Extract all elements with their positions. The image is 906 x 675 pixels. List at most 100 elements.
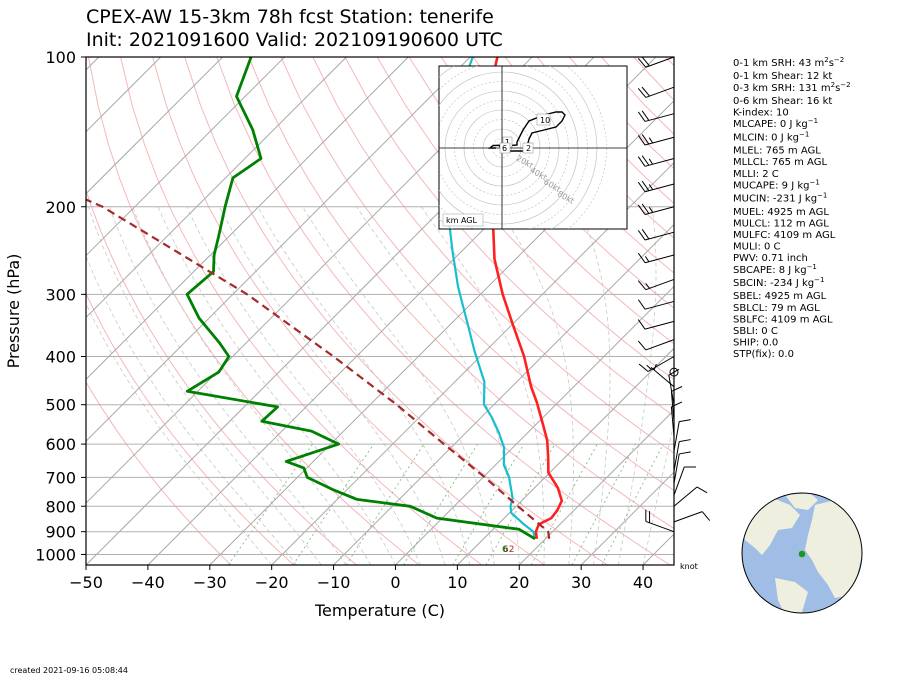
index-10: MUCAPE: 9 J kg−1 xyxy=(733,178,820,191)
index-4: K-index: 10 xyxy=(733,108,789,119)
dry-adiabat xyxy=(858,57,906,565)
x-axis-label: Temperature (C) xyxy=(314,601,445,620)
barb-full-flag xyxy=(637,204,646,215)
moist-adiabat xyxy=(157,206,396,565)
index-19: SBEL: 4925 m AGL xyxy=(733,291,827,302)
wind-barb xyxy=(673,439,691,472)
wind-barb xyxy=(637,229,675,241)
barb-staff xyxy=(645,278,675,291)
isotherm xyxy=(86,57,285,257)
barb-staff xyxy=(673,441,680,472)
series-parcel xyxy=(86,198,551,539)
wind-barb xyxy=(670,386,683,422)
isotherm xyxy=(395,285,674,565)
isotherm xyxy=(86,57,409,381)
dry-adiabat xyxy=(120,57,483,565)
barb-staff xyxy=(644,254,675,264)
plot-frame xyxy=(85,56,675,566)
index-13: MULCL: 112 m AGL xyxy=(733,218,829,229)
barb-staff xyxy=(670,391,675,422)
barb-full-flag xyxy=(641,56,650,67)
barb-staff xyxy=(644,231,675,241)
dry-adiabat xyxy=(472,57,674,274)
barb-staff xyxy=(673,486,698,507)
moist-adiabat xyxy=(420,206,545,565)
barb-units-label: knot xyxy=(680,562,698,571)
wind-barb xyxy=(673,419,691,452)
mixing-ratio-line xyxy=(452,443,525,565)
moist-adiabat xyxy=(87,206,322,565)
x-tick-label: −50 xyxy=(69,573,103,592)
index-18: SBCIN: -234 J kg−1 xyxy=(733,276,824,289)
barb-staff xyxy=(673,511,703,523)
barb-staff xyxy=(673,466,685,496)
series-dewpoint xyxy=(185,57,536,541)
km-label-6: 6 xyxy=(502,144,507,153)
y-tick-label: 100 xyxy=(45,48,76,67)
moist-adiabat xyxy=(302,206,495,565)
wind-barb xyxy=(637,155,675,167)
barb-half-flag xyxy=(645,283,650,289)
dry-adiabat xyxy=(86,188,357,565)
wind-barb xyxy=(637,252,675,264)
barb-full-flag xyxy=(637,299,646,310)
isotherm xyxy=(333,223,674,565)
created-timestamp: created 2021-09-16 05:08:44 xyxy=(10,666,128,675)
moist-adiabat xyxy=(257,206,471,565)
wind-barb xyxy=(673,511,711,523)
isotherm xyxy=(518,409,674,565)
y-tick-label: 800 xyxy=(45,497,76,516)
index-15: MULI: 0 C xyxy=(733,242,781,253)
barb-staff xyxy=(644,158,675,167)
dry-adiabat xyxy=(86,292,295,565)
index-17: SBCAPE: 8 J kg−1 xyxy=(733,263,817,276)
hodograph-km-labels: 10 1 6 2 xyxy=(499,113,551,154)
barb-staff xyxy=(644,206,675,215)
mixing-ratio-line xyxy=(485,443,556,565)
barb-staff xyxy=(647,356,675,372)
barb-full-flag xyxy=(641,229,650,240)
barb-full-flag xyxy=(679,451,691,455)
barb-full-flag xyxy=(637,111,646,122)
index-1: 0-1 km Shear: 12 kt xyxy=(733,71,832,82)
mixing-ratio-line xyxy=(403,443,478,565)
wind-barb xyxy=(669,367,679,377)
dry-adiabat xyxy=(248,57,674,530)
y-tick-label: 600 xyxy=(45,435,76,454)
barb-staff xyxy=(644,113,675,122)
wind-barb xyxy=(638,356,675,372)
barb-full-flag xyxy=(637,88,647,98)
x-tick-label: 30 xyxy=(571,573,591,592)
index-8: MLLCL: 765 m AGL xyxy=(733,157,827,168)
km-label-1: 1 xyxy=(505,138,510,147)
index-21: SBLFC: 4109 m AGL xyxy=(733,314,833,325)
index-7: MLEL: 765 m AGL xyxy=(733,146,821,157)
barb-full-flag xyxy=(641,203,650,214)
dry-adiabat xyxy=(152,57,545,565)
wind-barb xyxy=(637,134,675,146)
barb-full-flag xyxy=(637,280,647,291)
y-axis-label: Pressure (hPa) xyxy=(4,254,23,369)
index-22: SBLI: 0 C xyxy=(733,326,778,337)
x-tick-label: −10 xyxy=(317,573,351,592)
wind-barb xyxy=(637,319,675,330)
globe-land-europe-africa xyxy=(805,500,862,598)
km-label-2: 2 xyxy=(526,144,531,153)
barb-full-flag xyxy=(637,181,646,193)
wind-barb xyxy=(637,278,675,291)
y-axis-ticks: 100 200 300 400 500 600 700 800 900 1000 xyxy=(35,48,86,564)
barb-staff xyxy=(645,86,675,98)
mixing-ratio-line xyxy=(530,443,598,565)
dry-adiabat xyxy=(376,57,674,381)
barb-staff xyxy=(673,453,680,484)
sounding-indices: 0-1 km SRH: 43 m2s−20-1 km Shear: 12 kt0… xyxy=(733,56,851,360)
barb-staff xyxy=(644,183,675,193)
wind-barb xyxy=(673,486,708,507)
isotherm xyxy=(457,347,674,565)
wind-barb xyxy=(673,466,696,496)
wind-barb xyxy=(637,180,675,193)
isotherm xyxy=(86,57,223,195)
barb-full-flag xyxy=(637,230,646,241)
location-globe xyxy=(741,492,863,614)
